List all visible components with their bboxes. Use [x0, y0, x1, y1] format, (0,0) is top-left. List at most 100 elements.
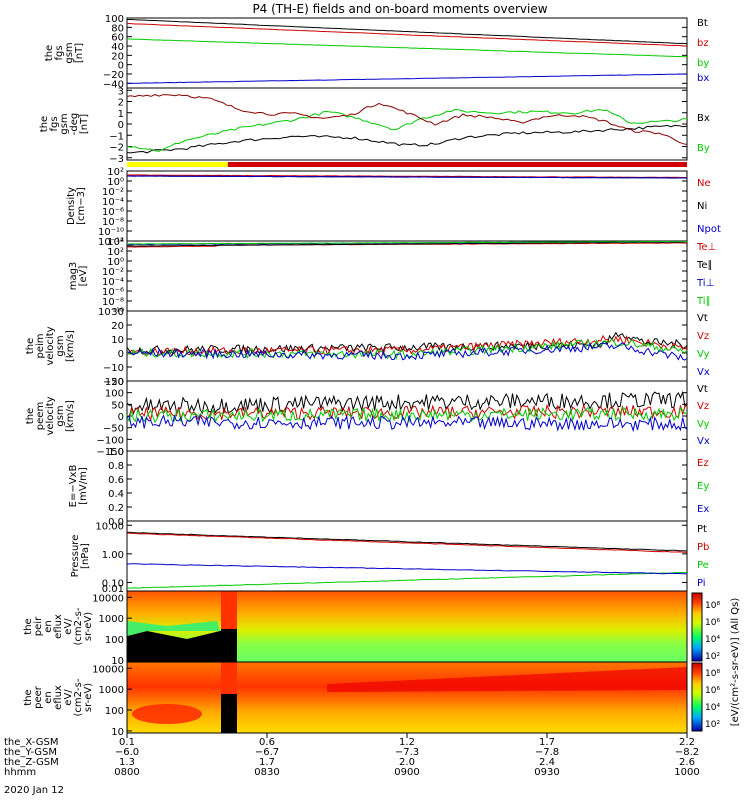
panel-peer-spectrogram: thepeerenefluxeV/(cm2-s-sr-eV) 10000 1000 1…	[23, 661, 688, 738]
frame-efield	[126, 450, 688, 522]
xaxis-row-label: the_Y-GSM	[4, 747, 57, 758]
legend-density-0: Ne	[697, 178, 711, 189]
ytick-label-peim-velocity: 0	[118, 349, 124, 360]
figure-title: P4 (TH-E) fields and on-board moments ov…	[252, 2, 547, 16]
xaxis-tick-label: 0930	[534, 767, 559, 778]
colorbar-bottom-tick: 10²	[705, 720, 720, 730]
ytick-label-peim-velocity: 10	[111, 335, 124, 346]
xaxis-tick-label: 0830	[254, 767, 279, 778]
colorbar-bottom	[691, 662, 703, 732]
legend-fgs-gsm-3: bx	[697, 73, 709, 84]
ytick-label-fgs-gsm-deg: 1	[118, 109, 124, 120]
xaxis-tick-label: −6.0	[115, 747, 139, 758]
xaxis-date: 2020 Jan 12	[4, 785, 64, 796]
ytick-label-density: 10⁻⁴	[102, 197, 124, 208]
xaxis-row-label: the_X-GSM	[4, 737, 58, 748]
colorbar-top	[691, 592, 703, 662]
ylabel-fgs-gsm: thefgsgsm[nT]	[44, 42, 85, 63]
peer-hot-region	[132, 704, 202, 724]
ylabel-peer-spectrogram: thepeerenefluxeV/(cm2-s-sr-eV)	[23, 678, 94, 716]
legend-peem-velocity-0: Vt	[697, 384, 708, 395]
ytick-label-efield: 0.8	[108, 461, 124, 472]
peir-burst-dark	[221, 629, 237, 662]
ytick-label-fgs-gsm: 80	[111, 23, 124, 34]
legend-pressure-1: Pb	[697, 542, 709, 553]
panels: thefgsgsm[nT]100806040200−20−40Btbzbybxt…	[23, 0, 721, 738]
ytick-label-moms-temp: 10⁻⁶	[102, 287, 124, 298]
ytick-label-peem-velocity: 50	[111, 400, 124, 411]
xaxis-tick-label: 2.0	[399, 757, 415, 768]
ytick-label-fgs-gsm: 20	[111, 51, 124, 62]
legend-density-1: Ni	[697, 201, 707, 212]
xaxis-tick-label: −7.3	[395, 747, 419, 758]
series-line-peim-velocity-3	[126, 342, 688, 361]
ytick-label-peem-velocity: −150	[97, 447, 124, 458]
peir-green-band	[127, 621, 220, 636]
legend-pressure-3: Pi	[697, 578, 706, 589]
legend-peim-velocity-3: Vx	[697, 367, 710, 378]
legend-efield-2: Ex	[697, 504, 709, 515]
xaxis-tick-label: 1.2	[399, 737, 415, 748]
colorbar-bottom-tick: 10⁶	[705, 686, 720, 696]
xaxis-tick-label: −8.2	[675, 747, 699, 758]
ytick-label-fgs-gsm-deg: 3	[118, 86, 124, 97]
ytick-label-moms-temp: 10²	[107, 247, 124, 258]
ylabel-efield: E=−VxB[mV/m]	[68, 465, 89, 508]
status-bar-segment	[227, 162, 688, 167]
xaxis-tick-label: 1.7	[259, 757, 275, 768]
ytick-label-fgs-gsm: 100	[105, 14, 124, 25]
panel-peir-spectrogram: thepeirenefluxeV/(cm2-s-sr-eV) 10000 1000 1…	[23, 590, 688, 667]
series-line-peem-velocity-3	[126, 414, 688, 433]
xaxis-row-label: hhmm	[4, 767, 36, 778]
xaxis-tick-label: 0800	[114, 767, 139, 778]
frame-moms-temp	[126, 240, 688, 312]
ylabel-peem-velocity: thepeemvelocitygsm[km/s]	[25, 396, 76, 435]
ytick-label-peem-velocity: 0	[118, 412, 124, 423]
ytick-label-pressure: 0.01	[102, 584, 124, 595]
series-line-density-0	[126, 174, 687, 178]
peer-burst-dark	[221, 694, 237, 733]
ytick-label-density: 10⁻⁶	[102, 207, 124, 218]
status-bar-segment	[127, 162, 228, 167]
ylabel-moms-temp: mag3[eV]	[68, 262, 89, 291]
ytick-label-efield: 0.2	[108, 503, 124, 514]
series-line-fgs-gsm-deg-2	[126, 94, 688, 145]
ytick-label-peer-spectrogram: 100	[105, 706, 124, 717]
ytick-label-fgs-gsm: 60	[111, 33, 124, 44]
series-line-peim-velocity-1	[126, 334, 688, 357]
ytick-label-peir-spectrogram: 100	[105, 635, 124, 646]
ytick-label-peir-spectrogram: 1000	[99, 614, 124, 625]
ytick-label-moms-temp: 10⁰	[107, 257, 124, 268]
legend-moms-temp-1: Te∥	[696, 260, 713, 271]
legend-fgs-gsm-deg-1: By	[697, 143, 710, 154]
ytick-label-fgs-gsm: −40	[103, 79, 124, 90]
legend-fgs-gsm-1: bz	[697, 38, 709, 49]
ytick-label-fgs-gsm-deg: −2	[109, 143, 124, 154]
legend-moms-temp-0: Te⊥	[696, 242, 716, 253]
series-line-peem-velocity-2	[126, 406, 688, 424]
ytick-label-density: 10⁰	[107, 177, 124, 188]
series-line-density-2	[126, 175, 688, 179]
ytick-label-moms-temp: 10⁻²	[102, 267, 124, 278]
ytick-label-peim-velocity: 20	[111, 321, 124, 332]
ytick-label-efield: 0.6	[108, 475, 124, 486]
series-line-fgs-gsm-2	[127, 38, 688, 58]
ytick-label-pressure: 0.10	[102, 578, 124, 589]
colorbar-bottom-tick: 10⁸	[705, 669, 720, 679]
ytick-label-pressure: 10.00	[95, 521, 124, 532]
ytick-label-peim-velocity: −10	[103, 363, 124, 374]
xaxis-tick-label: 1.7	[539, 737, 555, 748]
xaxis-tick-label: 2.2	[679, 737, 695, 748]
series-line-fgs-gsm-deg-0	[126, 124, 688, 154]
colorbar-label: [eV/(cm²-s-sr-eV)] (All Qs)	[730, 598, 741, 727]
ytick-label-moms-temp: 10⁻⁸	[102, 297, 124, 308]
legend-efield-0: Ez	[697, 458, 709, 469]
panel-density: Density[cm−3] 10²10⁰10⁻²10⁻⁴10⁻⁶10⁻⁸10⁻¹⁰…	[66, 167, 721, 248]
legend-peim-velocity-2: Vy	[697, 349, 710, 360]
colorbar: 10⁸ 10⁶ 10⁴ 10² 10⁸ 10⁶ 10⁴ 10² [eV/(cm²-s-sr-eV…	[691, 592, 741, 732]
xaxis-tick-label: −7.8	[535, 747, 559, 758]
legend-fgs-gsm-deg-0: Bx	[697, 113, 710, 124]
ytick-label-peem-velocity: 100	[105, 389, 124, 400]
